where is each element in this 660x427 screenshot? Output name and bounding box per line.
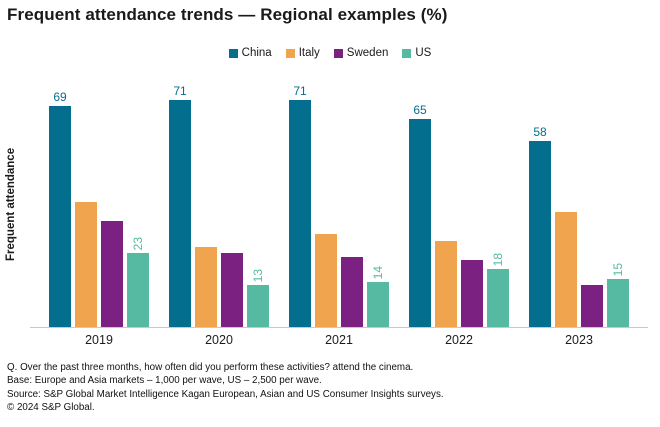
bar-us-2021	[367, 282, 389, 327]
bars-2019: 69 23	[49, 82, 149, 327]
bar-groups: 69 23 2019 71 13 2020 71 14 2021 65 18 2022 58 15 2023	[30, 82, 648, 347]
plot-area: 69 23 2019 71 13 2020 71 14 2021 65 18 2022 58 15 2023	[30, 82, 648, 347]
bar-slot-italy-2023	[555, 212, 577, 327]
bar-value-label-us-2021: 14	[371, 265, 385, 279]
year-group-2021: 71 14 2021	[289, 82, 389, 347]
legend-label: US	[415, 47, 432, 59]
legend-swatch-icon	[402, 48, 412, 58]
y-axis-label: Frequent attendance	[5, 147, 17, 262]
bar-value-label-us-2023: 15	[611, 262, 625, 276]
bar-value-label-china-2020: 71	[173, 84, 187, 98]
bar-slot-italy-2020	[195, 247, 217, 327]
year-group-2019: 69 23 2019	[49, 82, 149, 347]
bar-china-2021	[289, 100, 311, 327]
bar-italy-2023	[555, 212, 577, 327]
footnote-base: Base: Europe and Asia markets – 1,000 pe…	[7, 375, 322, 387]
bar-slot-us-2019: 23	[127, 237, 149, 327]
bar-us-2022	[487, 269, 509, 327]
bar-value-label-china-2023: 58	[533, 125, 547, 139]
bar-slot-china-2019: 69	[49, 91, 71, 327]
bar-slot-sweden-2021	[341, 257, 363, 327]
legend-swatch-icon	[333, 48, 343, 58]
legend-swatch-icon	[228, 48, 238, 58]
bar-slot-sweden-2019	[101, 221, 123, 327]
bar-value-label-china-2019: 69	[53, 90, 67, 104]
bar-sweden-2020	[221, 253, 243, 327]
bar-china-2022	[409, 119, 431, 327]
bar-us-2023	[607, 279, 629, 327]
bar-value-label-us-2019: 23	[131, 236, 145, 250]
legend-item-china: China	[228, 47, 272, 59]
bar-slot-sweden-2022	[461, 260, 483, 327]
year-group-2023: 58 15 2023	[529, 82, 629, 347]
footnote-copyright: © 2024 S&P Global.	[7, 401, 95, 413]
bar-value-label-china-2021: 71	[293, 84, 307, 98]
bars-2022: 65 18	[409, 82, 509, 327]
bar-china-2023	[529, 141, 551, 327]
legend-label: Sweden	[346, 47, 389, 59]
bar-slot-us-2021: 14	[367, 266, 389, 327]
legend-label: China	[241, 47, 272, 59]
bar-italy-2021	[315, 234, 337, 327]
bar-slot-us-2022: 18	[487, 253, 509, 327]
legend-label: Italy	[298, 47, 320, 59]
bar-slot-china-2023: 58	[529, 126, 551, 327]
bar-value-label-us-2020: 13	[251, 268, 265, 282]
bar-slot-us-2020: 13	[247, 269, 269, 327]
bar-us-2019	[127, 253, 149, 327]
x-axis-tick-2021: 2021	[325, 333, 353, 347]
legend: China Italy Sweden US	[0, 47, 660, 59]
bar-italy-2020	[195, 247, 217, 327]
bar-value-label-us-2022: 18	[491, 252, 505, 266]
bar-china-2019	[49, 106, 71, 327]
bar-value-label-china-2022: 65	[413, 103, 427, 117]
footnote-question: Q. Over the past three months, how often…	[7, 362, 414, 373]
bar-sweden-2021	[341, 257, 363, 327]
x-axis-tick-2020: 2020	[205, 333, 233, 347]
bar-slot-italy-2022	[435, 241, 457, 327]
bar-sweden-2019	[101, 221, 123, 327]
bar-italy-2022	[435, 241, 457, 327]
chart-title: Frequent attendance trends — Regional ex…	[7, 5, 448, 24]
bar-china-2020	[169, 100, 191, 327]
bar-slot-china-2021: 71	[289, 85, 311, 327]
bars-2023: 58 15	[529, 82, 629, 327]
bar-slot-sweden-2020	[221, 253, 243, 327]
footnote-source: Source: S&P Global Market Intelligence K…	[7, 388, 444, 400]
legend-item-sweden: Sweden	[333, 47, 389, 59]
bar-slot-sweden-2023	[581, 285, 603, 327]
x-axis-tick-2022: 2022	[445, 333, 473, 347]
bar-slot-italy-2019	[75, 202, 97, 327]
bars-2021: 71 14	[289, 82, 389, 327]
bar-slot-italy-2021	[315, 234, 337, 327]
footnotes: Q. Over the past three months, how often…	[7, 361, 444, 414]
bars-2020: 71 13	[169, 82, 269, 327]
legend-swatch-icon	[285, 48, 295, 58]
x-axis-tick-2023: 2023	[565, 333, 593, 347]
year-group-2022: 65 18 2022	[409, 82, 509, 347]
legend-item-us: US	[402, 47, 431, 59]
legend-item-italy: Italy	[285, 47, 320, 59]
bar-us-2020	[247, 285, 269, 327]
bar-sweden-2022	[461, 260, 483, 327]
bar-slot-china-2020: 71	[169, 85, 191, 327]
x-axis-tick-2019: 2019	[85, 333, 113, 347]
bar-slot-china-2022: 65	[409, 104, 431, 327]
year-group-2020: 71 13 2020	[169, 82, 269, 347]
bar-sweden-2023	[581, 285, 603, 327]
bar-italy-2019	[75, 202, 97, 327]
bar-slot-us-2023: 15	[607, 263, 629, 327]
